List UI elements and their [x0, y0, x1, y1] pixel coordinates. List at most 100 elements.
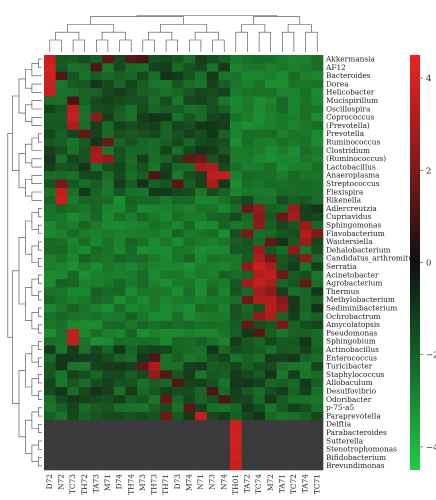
heatmap-cell	[90, 395, 103, 404]
colorbar-tick-label: 4	[426, 74, 431, 84]
heatmap-cell	[160, 212, 173, 222]
heatmap-cell	[230, 387, 242, 396]
heatmap-cell	[78, 187, 91, 197]
heatmap-cell	[299, 129, 312, 139]
dendrogram-branch	[18, 153, 26, 189]
heatmap-cell	[78, 337, 91, 346]
heatmap-cell	[253, 171, 266, 180]
heatmap-cell	[288, 113, 301, 122]
heatmap-cell	[113, 304, 126, 313]
heatmap-cell	[55, 162, 68, 172]
heatmap-cell	[102, 96, 115, 106]
heatmap-cell	[311, 129, 324, 139]
heatmap-cell	[171, 362, 184, 371]
heatmap-cell	[90, 229, 103, 238]
heatmap-cell	[230, 187, 242, 197]
heatmap-cell	[299, 304, 312, 313]
heatmap-cell	[264, 138, 277, 147]
heatmap-cell	[160, 79, 173, 89]
heatmap-cell	[137, 88, 149, 97]
row-label: Flavobacterium	[326, 229, 385, 238]
heatmap-cell	[44, 162, 56, 172]
heatmap-cell	[253, 461, 266, 471]
heatmap-cell	[299, 171, 312, 180]
row-label: Agrobacterium	[325, 279, 382, 288]
heatmap-cell	[55, 403, 68, 413]
heatmap-cell	[195, 287, 208, 296]
heatmap-cell	[276, 304, 289, 313]
column-label: TC71	[312, 474, 321, 494]
heatmap-cell	[195, 129, 208, 139]
heatmap-cell	[253, 270, 266, 280]
heatmap-cell	[253, 362, 266, 371]
heatmap-cell	[125, 196, 138, 205]
heatmap-cell	[311, 113, 324, 122]
heatmap-cell	[148, 104, 161, 114]
heatmap-cell	[102, 445, 115, 454]
heatmap-cell	[288, 295, 301, 305]
heatmap-cell	[55, 204, 68, 213]
heatmap-cell	[264, 79, 277, 89]
heatmap-cell	[218, 229, 231, 238]
heatmap-cell	[160, 428, 173, 438]
heatmap-cell	[230, 237, 242, 247]
heatmap-cell	[241, 204, 254, 213]
heatmap-cell	[44, 146, 56, 155]
heatmap-cell	[67, 370, 80, 379]
heatmap-cell	[206, 96, 219, 106]
heatmap-cell	[311, 270, 324, 280]
heatmap-cell	[137, 320, 149, 330]
heatmap-cell	[230, 353, 242, 363]
heatmap-cell	[264, 395, 277, 404]
heatmap-cell	[230, 221, 242, 230]
heatmap-cell	[183, 362, 196, 371]
heatmap-cell	[55, 104, 68, 114]
heatmap-cell	[148, 154, 161, 164]
heatmap-cell	[67, 187, 80, 197]
heatmap-cell	[230, 453, 242, 462]
dendrogram-branch	[12, 95, 19, 171]
heatmap-cell	[78, 196, 91, 205]
heatmap-cell	[137, 370, 149, 379]
heatmap-cell	[183, 88, 196, 97]
heatmap-cell	[183, 328, 196, 338]
heatmap-cell	[78, 88, 91, 97]
heatmap-cell	[183, 262, 196, 272]
heatmap-cell	[218, 162, 231, 172]
heatmap-cell	[253, 279, 266, 288]
dendrogram-branch	[194, 31, 219, 40]
heatmap-cell	[264, 221, 277, 230]
heatmap-cell	[113, 104, 126, 114]
heatmap-cell	[44, 129, 56, 139]
heatmap-cell	[195, 362, 208, 371]
heatmap-cell	[44, 304, 56, 313]
heatmap-cell	[160, 113, 173, 122]
heatmap-cell	[311, 162, 324, 172]
heatmap-cell	[125, 162, 138, 172]
heatmap-cell	[183, 138, 196, 147]
heatmap-cell	[78, 445, 91, 454]
heatmap-cell	[171, 304, 184, 313]
heatmap-cell	[288, 287, 301, 296]
heatmap-cell	[241, 162, 254, 172]
heatmap-cell	[125, 245, 138, 255]
heatmap-cell	[299, 79, 312, 89]
row-label: Sphingobium	[326, 337, 376, 346]
heatmap-cell	[276, 121, 289, 130]
heatmap-cell	[78, 121, 91, 130]
heatmap-cell	[195, 436, 208, 446]
heatmap-cell	[148, 121, 161, 130]
heatmap-cell	[253, 337, 266, 346]
heatmap-cell	[125, 262, 138, 272]
heatmap-cell	[299, 245, 312, 255]
heatmap-cell	[299, 395, 312, 404]
heatmap-cell	[125, 179, 138, 189]
heatmap-cell	[241, 411, 254, 421]
heatmap-cell	[148, 270, 161, 280]
heatmap-cell	[183, 55, 196, 64]
heatmap-cell	[311, 146, 324, 155]
heatmap-cell	[67, 436, 80, 446]
heatmap-cell	[218, 212, 231, 222]
heatmap-cell	[90, 362, 103, 371]
dendrogram-branch	[31, 175, 42, 184]
